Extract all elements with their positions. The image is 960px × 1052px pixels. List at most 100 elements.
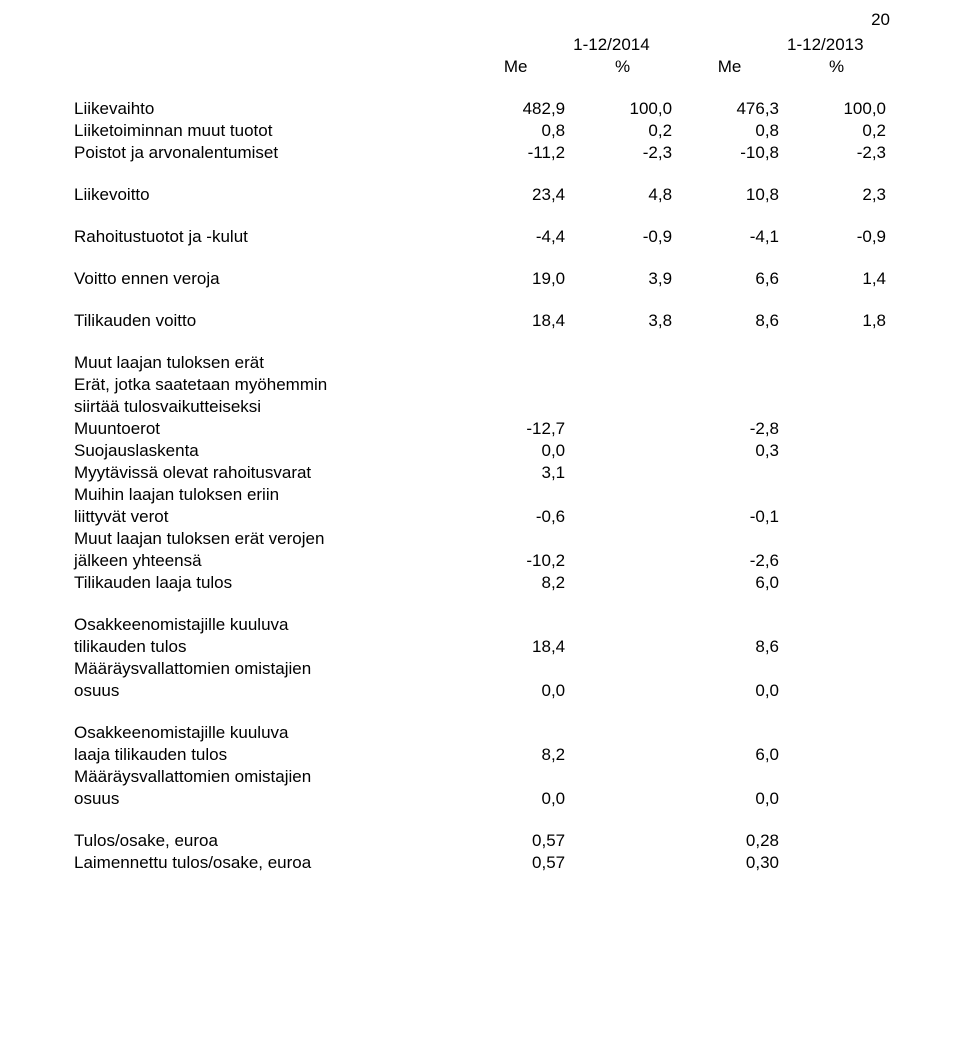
- cell: 23,4: [462, 184, 569, 206]
- table-row: Myytävissä olevat rahoitusvarat 3,1: [70, 462, 890, 484]
- table-row: Muut laajan tuloksen erät verojen: [70, 528, 890, 550]
- period-2: 1-12/2013: [783, 34, 890, 56]
- row-label: Muuntoerot: [70, 418, 462, 440]
- row-label: Osakkeenomistajille kuuluva: [70, 722, 462, 744]
- table-row: Me % Me %: [70, 56, 890, 78]
- row-label: Liikevaihto: [70, 98, 462, 120]
- table-row: Muut laajan tuloksen erät: [70, 352, 890, 374]
- cell: 100,0: [783, 98, 890, 120]
- table-row: Osakkeenomistajille kuuluva: [70, 614, 890, 636]
- cell: 0,30: [676, 852, 783, 874]
- row-label: Määräysvallattomien omistajien: [70, 658, 462, 680]
- cell: -0,9: [783, 226, 890, 248]
- cell: -0,9: [569, 226, 676, 248]
- cell: 18,4: [462, 310, 569, 332]
- cell: 0,57: [462, 852, 569, 874]
- table-row: laaja tilikauden tulos 8,2 6,0: [70, 744, 890, 766]
- cell: 0,0: [676, 680, 783, 702]
- cell: 3,9: [569, 268, 676, 290]
- row-label: Poistot ja arvonalentumiset: [70, 142, 462, 164]
- cell: -0,6: [462, 506, 569, 528]
- table-row: Määräysvallattomien omistajien: [70, 658, 890, 680]
- row-label: tilikauden tulos: [70, 636, 462, 658]
- table-row: osuus 0,0 0,0: [70, 788, 890, 810]
- row-label: osuus: [70, 788, 462, 810]
- table-row: Laimennettu tulos/osake, euroa 0,57 0,30: [70, 852, 890, 874]
- row-label: Tulos/osake, euroa: [70, 830, 462, 852]
- table-row: Muuntoerot -12,7 -2,8: [70, 418, 890, 440]
- cell: 482,9: [462, 98, 569, 120]
- financial-table: 1-12/2014 1-12/2013 Me % Me % Liikevaiht…: [70, 34, 890, 874]
- cell: 0,3: [676, 440, 783, 462]
- cell: 0,8: [462, 120, 569, 142]
- row-label: Liikevoitto: [70, 184, 462, 206]
- table-row: Suojauslaskenta 0,0 0,3: [70, 440, 890, 462]
- cell: -11,2: [462, 142, 569, 164]
- table-row: Tilikauden laaja tulos 8,2 6,0: [70, 572, 890, 594]
- cell: 19,0: [462, 268, 569, 290]
- cell: -0,1: [676, 506, 783, 528]
- row-label: jälkeen yhteensä: [70, 550, 462, 572]
- period-1: 1-12/2014: [569, 34, 676, 56]
- row-label: Muut laajan tuloksen erät verojen: [70, 528, 462, 550]
- table-row: Muihin laajan tuloksen eriin: [70, 484, 890, 506]
- row-label: siirtää tulosvaikutteiseksi: [70, 396, 462, 418]
- cell: -2,3: [569, 142, 676, 164]
- cell: 0,0: [462, 440, 569, 462]
- table-row: Poistot ja arvonalentumiset -11,2 -2,3 -…: [70, 142, 890, 164]
- table-row: Liikevoitto 23,4 4,8 10,8 2,3: [70, 184, 890, 206]
- cell: 0,57: [462, 830, 569, 852]
- table-row: 1-12/2014 1-12/2013: [70, 34, 890, 56]
- cell: 0,28: [676, 830, 783, 852]
- page-number: 20: [871, 10, 890, 30]
- row-label: Myytävissä olevat rahoitusvarat: [70, 462, 462, 484]
- cell: 18,4: [462, 636, 569, 658]
- table-row: tilikauden tulos 18,4 8,6: [70, 636, 890, 658]
- cell: -10,2: [462, 550, 569, 572]
- cell: 8,2: [462, 572, 569, 594]
- unit-1: Me: [462, 56, 569, 78]
- table-row: Erät, jotka saatetaan myöhemmin: [70, 374, 890, 396]
- pct-1: %: [569, 56, 676, 78]
- cell: 0,2: [569, 120, 676, 142]
- cell: 6,0: [676, 572, 783, 594]
- cell: -4,4: [462, 226, 569, 248]
- row-label: Voitto ennen veroja: [70, 268, 462, 290]
- cell: 1,4: [783, 268, 890, 290]
- pct-2: %: [783, 56, 890, 78]
- cell: -4,1: [676, 226, 783, 248]
- table-row: jälkeen yhteensä -10,2 -2,6: [70, 550, 890, 572]
- cell: 8,6: [676, 310, 783, 332]
- table-row: liittyvät verot -0,6 -0,1: [70, 506, 890, 528]
- cell: 0,8: [676, 120, 783, 142]
- table-row: Tilikauden voitto 18,4 3,8 8,6 1,8: [70, 310, 890, 332]
- row-label: Erät, jotka saatetaan myöhemmin: [70, 374, 462, 396]
- table-row: siirtää tulosvaikutteiseksi: [70, 396, 890, 418]
- cell: 0,0: [462, 788, 569, 810]
- row-label: Määräysvallattomien omistajien: [70, 766, 462, 788]
- row-label: Tilikauden laaja tulos: [70, 572, 462, 594]
- cell: 8,6: [676, 636, 783, 658]
- cell: 10,8: [676, 184, 783, 206]
- table-row: Määräysvallattomien omistajien: [70, 766, 890, 788]
- row-label: Suojauslaskenta: [70, 440, 462, 462]
- cell: -2,8: [676, 418, 783, 440]
- cell: 0,0: [676, 788, 783, 810]
- table-row: Rahoitustuotot ja -kulut -4,4 -0,9 -4,1 …: [70, 226, 890, 248]
- row-label: Laimennettu tulos/osake, euroa: [70, 852, 462, 874]
- cell: 3,1: [462, 462, 569, 484]
- unit-2: Me: [676, 56, 783, 78]
- table-row: Voitto ennen veroja 19,0 3,9 6,6 1,4: [70, 268, 890, 290]
- row-label: Rahoitustuotot ja -kulut: [70, 226, 462, 248]
- cell: 0,2: [783, 120, 890, 142]
- cell: 3,8: [569, 310, 676, 332]
- row-label: osuus: [70, 680, 462, 702]
- row-label: Osakkeenomistajille kuuluva: [70, 614, 462, 636]
- cell: 4,8: [569, 184, 676, 206]
- row-label: liittyvät verot: [70, 506, 462, 528]
- table-row: Tulos/osake, euroa 0,57 0,28: [70, 830, 890, 852]
- cell: 1,8: [783, 310, 890, 332]
- row-label: Liiketoiminnan muut tuotot: [70, 120, 462, 142]
- table-row: Liiketoiminnan muut tuotot 0,8 0,2 0,8 0…: [70, 120, 890, 142]
- table-row: osuus 0,0 0,0: [70, 680, 890, 702]
